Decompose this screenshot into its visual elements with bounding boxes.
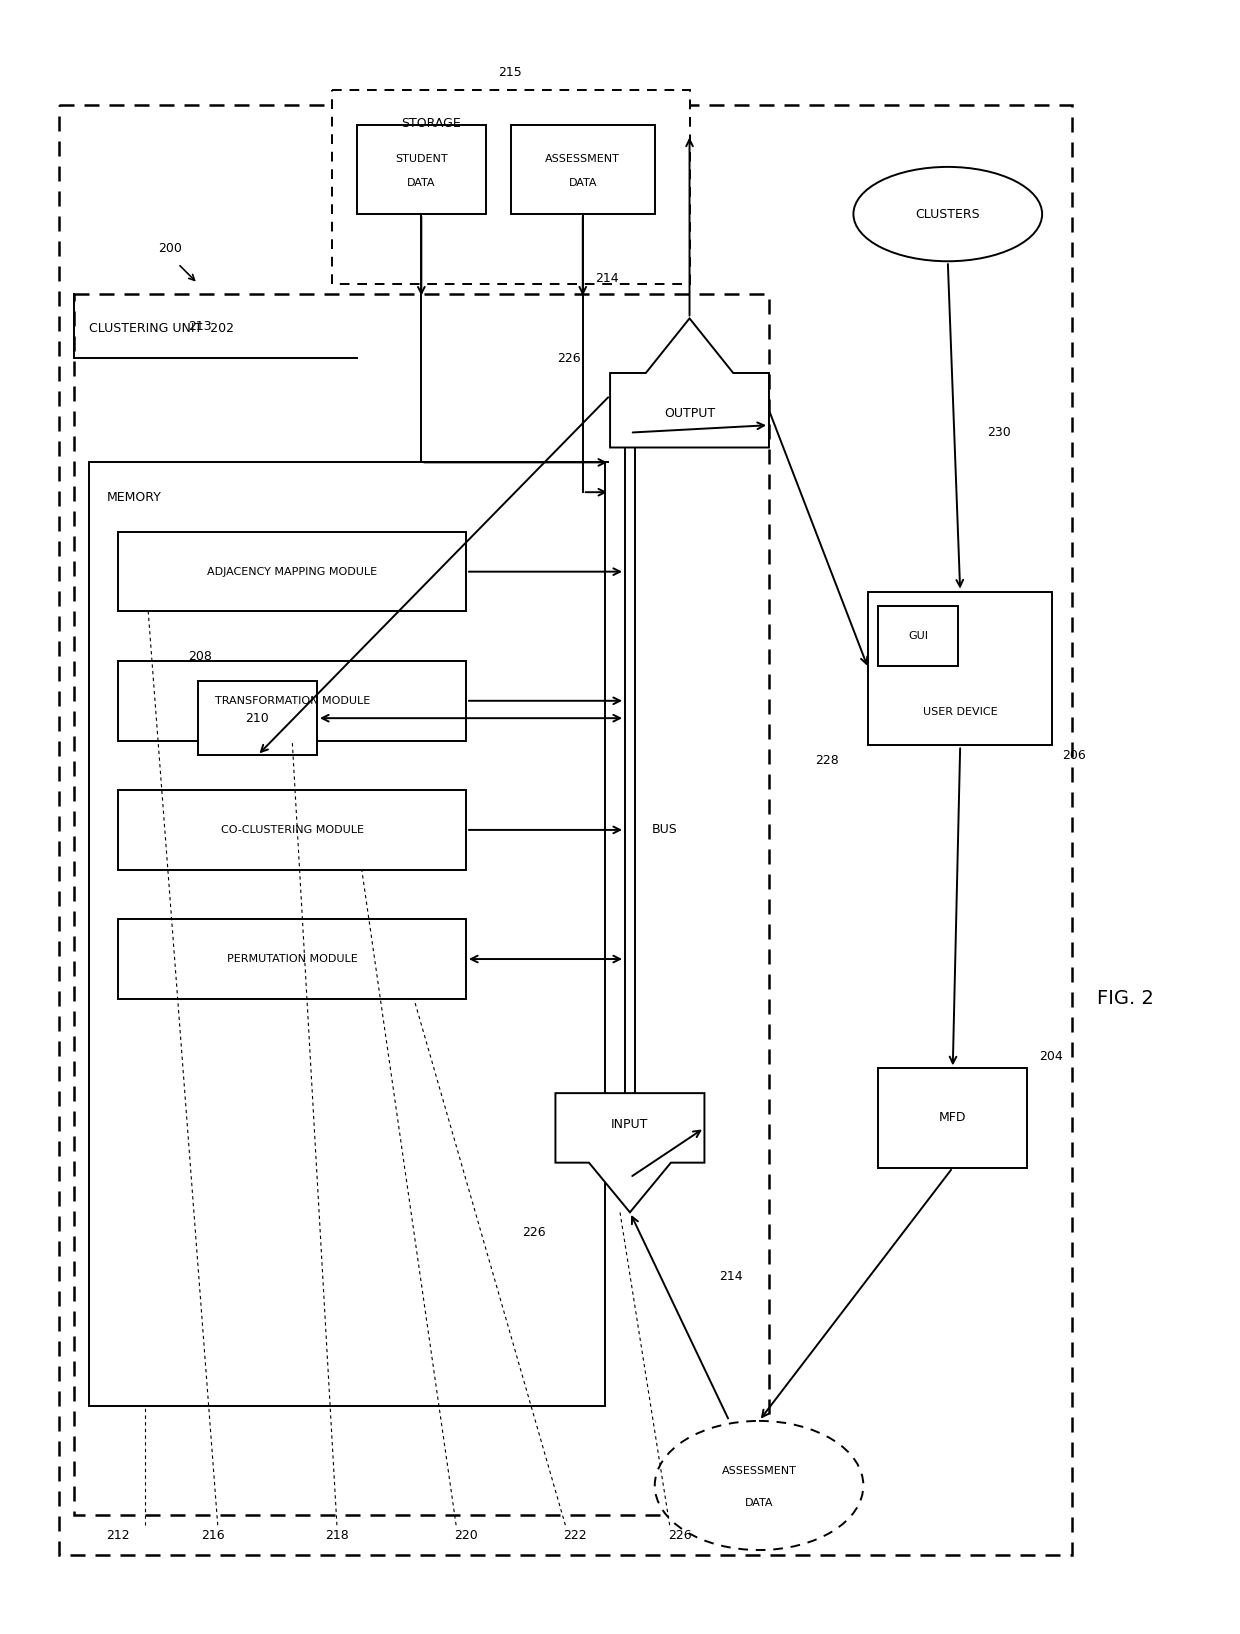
Polygon shape bbox=[556, 1093, 704, 1212]
Ellipse shape bbox=[853, 167, 1042, 261]
Text: CLUSTERS: CLUSTERS bbox=[915, 208, 980, 221]
Bar bbox=[511, 124, 655, 214]
Bar bbox=[118, 533, 466, 611]
Bar bbox=[118, 791, 466, 869]
Text: 230: 230 bbox=[987, 426, 1012, 440]
Bar bbox=[198, 681, 317, 755]
Text: 220: 220 bbox=[454, 1529, 477, 1541]
Text: 226: 226 bbox=[668, 1529, 692, 1541]
Text: DATA: DATA bbox=[568, 178, 596, 188]
Text: GUI: GUI bbox=[908, 631, 928, 641]
Text: DATA: DATA bbox=[745, 1498, 774, 1508]
Text: OUTPUT: OUTPUT bbox=[663, 407, 715, 420]
Text: 204: 204 bbox=[1039, 1051, 1063, 1062]
Text: 200: 200 bbox=[159, 242, 182, 255]
Text: 215: 215 bbox=[497, 65, 522, 78]
Text: ASSESSMENT: ASSESSMENT bbox=[722, 1466, 796, 1476]
Bar bbox=[357, 124, 486, 214]
Text: 226: 226 bbox=[557, 351, 580, 364]
Text: 218: 218 bbox=[325, 1529, 348, 1541]
Text: STUDENT: STUDENT bbox=[396, 154, 448, 163]
Text: TRANSFORMATION MODULE: TRANSFORMATION MODULE bbox=[215, 696, 370, 706]
Text: INPUT: INPUT bbox=[611, 1118, 649, 1131]
Text: STORAGE: STORAGE bbox=[402, 116, 461, 129]
Bar bbox=[58, 105, 1071, 1556]
Text: 214: 214 bbox=[595, 273, 619, 286]
Text: MEMORY: MEMORY bbox=[107, 490, 161, 503]
Bar bbox=[868, 592, 1052, 745]
Text: PERMUTATION MODULE: PERMUTATION MODULE bbox=[227, 954, 357, 964]
Text: 216: 216 bbox=[201, 1529, 224, 1541]
Bar bbox=[332, 90, 689, 284]
Bar bbox=[73, 294, 769, 1515]
Text: MFD: MFD bbox=[939, 1111, 966, 1124]
Text: 212: 212 bbox=[107, 1529, 130, 1541]
Text: 228: 228 bbox=[815, 753, 838, 766]
Bar bbox=[878, 606, 957, 667]
Text: ADJACENCY MAPPING MODULE: ADJACENCY MAPPING MODULE bbox=[207, 567, 377, 577]
Text: FIG. 2: FIG. 2 bbox=[1096, 989, 1153, 1008]
Text: 210: 210 bbox=[246, 712, 269, 724]
Text: CO-CLUSTERING MODULE: CO-CLUSTERING MODULE bbox=[221, 825, 363, 835]
Text: 214: 214 bbox=[719, 1270, 743, 1283]
Text: 208: 208 bbox=[188, 650, 212, 663]
Text: USER DEVICE: USER DEVICE bbox=[923, 706, 997, 717]
Text: 206: 206 bbox=[1061, 748, 1086, 761]
Text: BUS: BUS bbox=[652, 824, 677, 837]
Bar bbox=[88, 462, 605, 1405]
Text: CLUSTERING UNIT  202: CLUSTERING UNIT 202 bbox=[88, 322, 233, 335]
Text: 213: 213 bbox=[188, 320, 212, 333]
Bar bbox=[118, 920, 466, 998]
Text: DATA: DATA bbox=[407, 178, 435, 188]
Bar bbox=[878, 1069, 1027, 1168]
Text: 222: 222 bbox=[563, 1529, 587, 1541]
Bar bbox=[118, 662, 466, 740]
Text: ASSESSMENT: ASSESSMENT bbox=[546, 154, 620, 163]
Text: 226: 226 bbox=[522, 1226, 546, 1239]
Ellipse shape bbox=[655, 1422, 863, 1551]
Polygon shape bbox=[610, 319, 769, 448]
